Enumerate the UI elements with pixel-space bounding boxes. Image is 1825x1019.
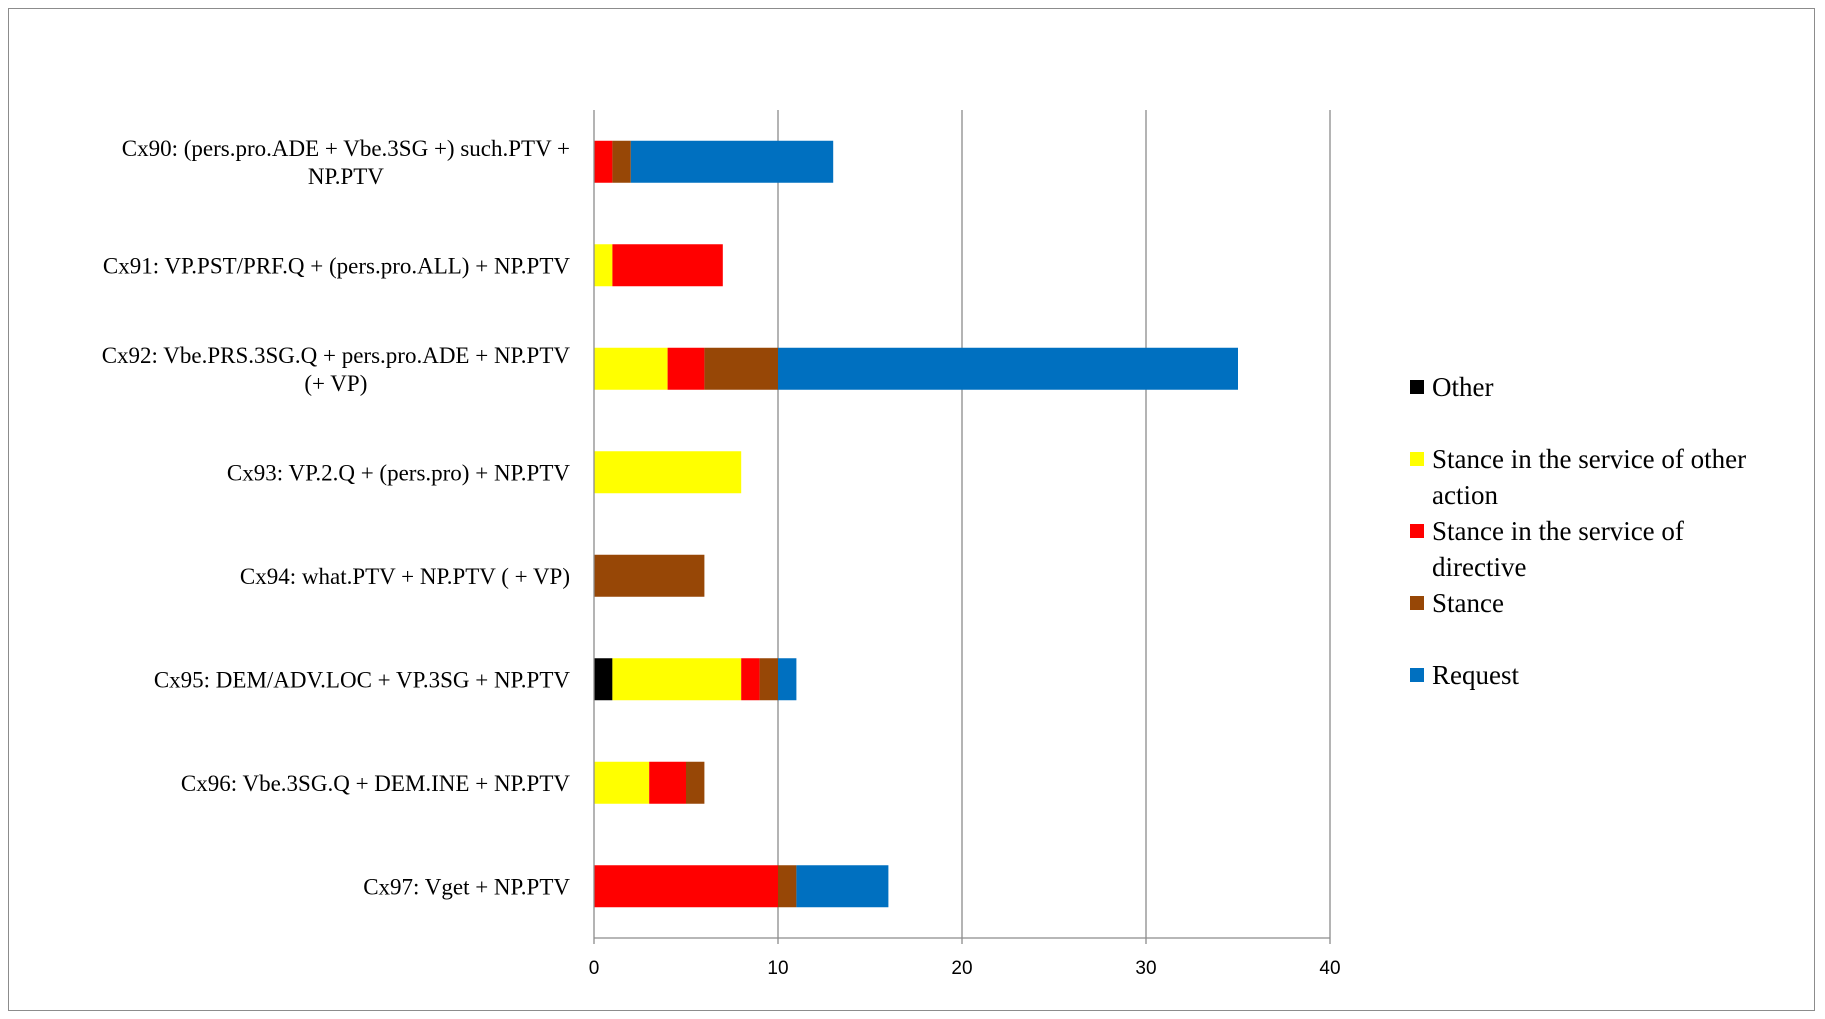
category-label-line: Cx94: what.PTV + NP.PTV ( + VP) [240, 564, 570, 589]
legend-label-line: Request [1432, 660, 1519, 690]
bar-2-2 [667, 347, 705, 390]
bar-2-0 [594, 140, 613, 183]
bar-4-7 [796, 865, 889, 908]
bar-1-1 [594, 244, 613, 287]
category-label: Cx95: DEM/ADV.LOC + VP.3SG + NP.PTV [154, 667, 571, 692]
category-label-line: Cx92: Vbe.PRS.3SG.Q + pers.pro.ADE + NP.… [102, 343, 571, 368]
bar-2-1 [612, 244, 723, 287]
category-labels: Cx90: (pers.pro.ADE + Vbe.3SG +) such.PT… [102, 136, 571, 900]
category-label-line: Cx97: Vget + NP.PTV [363, 874, 570, 899]
bar-2-6 [649, 761, 686, 804]
category-label-line: Cx96: Vbe.3SG.Q + DEM.INE + NP.PTV [181, 771, 570, 796]
legend-marker-1 [1410, 452, 1424, 466]
gridlines [777, 110, 1331, 938]
legend-marker-0 [1410, 380, 1424, 394]
category-label: Cx96: Vbe.3SG.Q + DEM.INE + NP.PTV [181, 771, 570, 796]
legend-label-line: Stance in the service of other [1432, 444, 1746, 474]
bar-4-0 [630, 140, 834, 183]
legend-marker-2 [1410, 524, 1424, 538]
category-label: Cx91: VP.PST/PRF.Q + (pers.pro.ALL) + NP… [103, 253, 571, 278]
bar-1-2 [594, 347, 668, 390]
legend-label-0: Other [1432, 372, 1493, 402]
x-tick-label: 20 [951, 958, 972, 979]
bar-2-5 [741, 658, 760, 701]
category-label: Cx93: VP.2.Q + (pers.pro) + NP.PTV [227, 460, 570, 485]
category-label-line: NP.PTV [308, 164, 384, 189]
bar-4-5 [778, 658, 797, 701]
chart-frame [8, 8, 1815, 1011]
bar-3-0 [612, 140, 631, 183]
bar-1-6 [594, 761, 650, 804]
legend-label-line: Other [1432, 372, 1493, 402]
category-label-line: Cx91: VP.PST/PRF.Q + (pers.pro.ALL) + NP… [103, 253, 571, 278]
x-tick-label: 40 [1319, 958, 1340, 979]
bar-0-5 [594, 658, 613, 701]
category-label-line: Cx90: (pers.pro.ADE + Vbe.3SG +) such.PT… [122, 136, 570, 161]
category-label: Cx92: Vbe.PRS.3SG.Q + pers.pro.ADE + NP.… [102, 343, 571, 396]
bar-3-4 [594, 554, 705, 597]
legend-label-line: directive [1432, 552, 1526, 582]
legend-marker-4 [1410, 668, 1424, 682]
bars [594, 140, 1238, 908]
bar-1-5 [612, 658, 742, 701]
legend-label-line: action [1432, 480, 1498, 510]
legend: Other Stance in the service of other actio… [1410, 372, 1746, 690]
x-tick-label: 10 [767, 958, 788, 979]
x-tick-labels: 0 10 20 30 40 [589, 958, 1341, 979]
legend-label-line: Stance [1432, 588, 1504, 618]
category-label: Cx97: Vget + NP.PTV [363, 874, 570, 899]
axes [593, 110, 1331, 944]
legend-label-4: Request [1432, 660, 1519, 690]
category-label: Cx94: what.PTV + NP.PTV ( + VP) [240, 564, 570, 589]
legend-marker-3 [1410, 596, 1424, 610]
bar-3-5 [759, 658, 778, 701]
bar-4-2 [778, 347, 1238, 390]
legend-label-3: Stance [1432, 588, 1504, 618]
category-label-line: Cx93: VP.2.Q + (pers.pro) + NP.PTV [227, 460, 570, 485]
bar-2-7 [594, 865, 778, 908]
x-tick-label: 30 [1135, 958, 1156, 979]
bar-3-2 [704, 347, 778, 390]
bar-3-6 [686, 761, 705, 804]
category-label-line: (+ VP) [304, 371, 367, 396]
category-label-line: Cx95: DEM/ADV.LOC + VP.3SG + NP.PTV [154, 667, 571, 692]
legend-label-1: Stance in the service of other action [1432, 444, 1746, 510]
legend-label-line: Stance in the service of [1432, 516, 1684, 546]
bar-3-7 [778, 865, 797, 908]
category-label: Cx90: (pers.pro.ADE + Vbe.3SG +) such.PT… [122, 136, 570, 189]
bar-1-3 [594, 451, 742, 494]
legend-label-2: Stance in the service of directive [1432, 516, 1684, 582]
x-tick-label: 0 [589, 958, 600, 979]
